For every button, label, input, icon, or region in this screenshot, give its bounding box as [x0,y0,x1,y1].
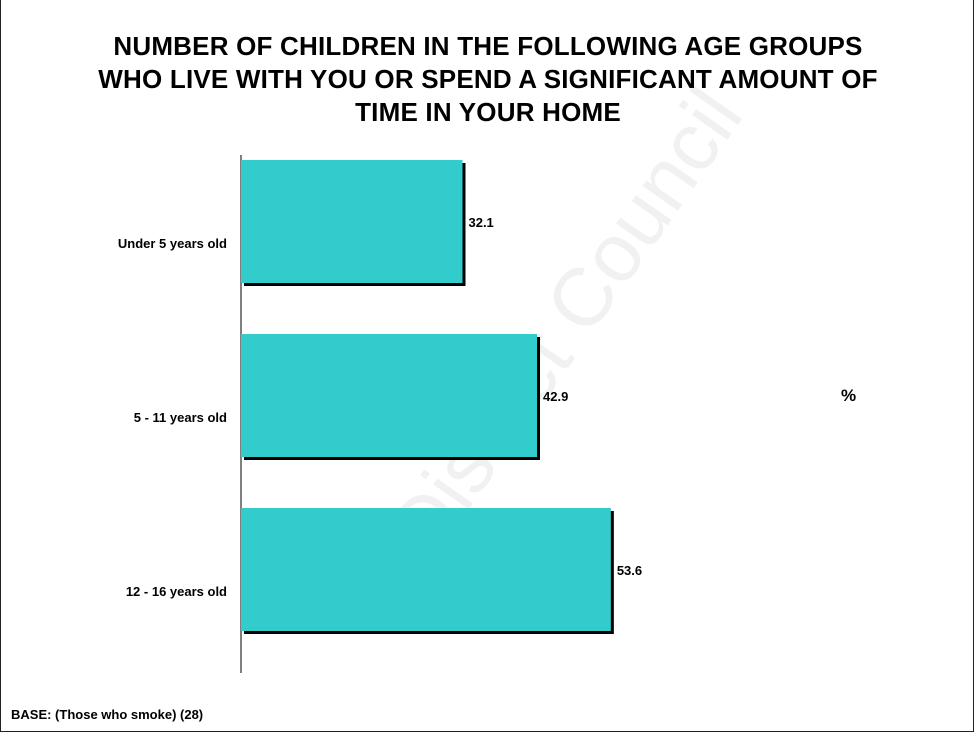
category-label: 12 - 16 years old [126,584,227,599]
value-label: 32.1 [468,215,493,230]
unit-label: % [841,386,857,405]
chart-title-line: WHO LIVE WITH YOU OR SPEND A SIGNIFICANT… [98,64,878,94]
bar [241,160,463,283]
bar [241,334,538,457]
base-note: BASE: (Those who smoke) (28) [11,707,204,722]
value-label: 42.9 [543,389,568,404]
category-label: 5 - 11 years old [134,410,227,425]
bar [241,508,611,631]
chart-title-line: TIME IN YOUR HOME [355,97,621,127]
chart-title-line: NUMBER OF CHILDREN IN THE FOLLOWING AGE … [113,31,863,61]
category-label: Under 5 years old [118,236,227,251]
value-label: 53.6 [617,563,642,578]
chart-title: NUMBER OF CHILDREN IN THE FOLLOWING AGE … [1,30,973,129]
